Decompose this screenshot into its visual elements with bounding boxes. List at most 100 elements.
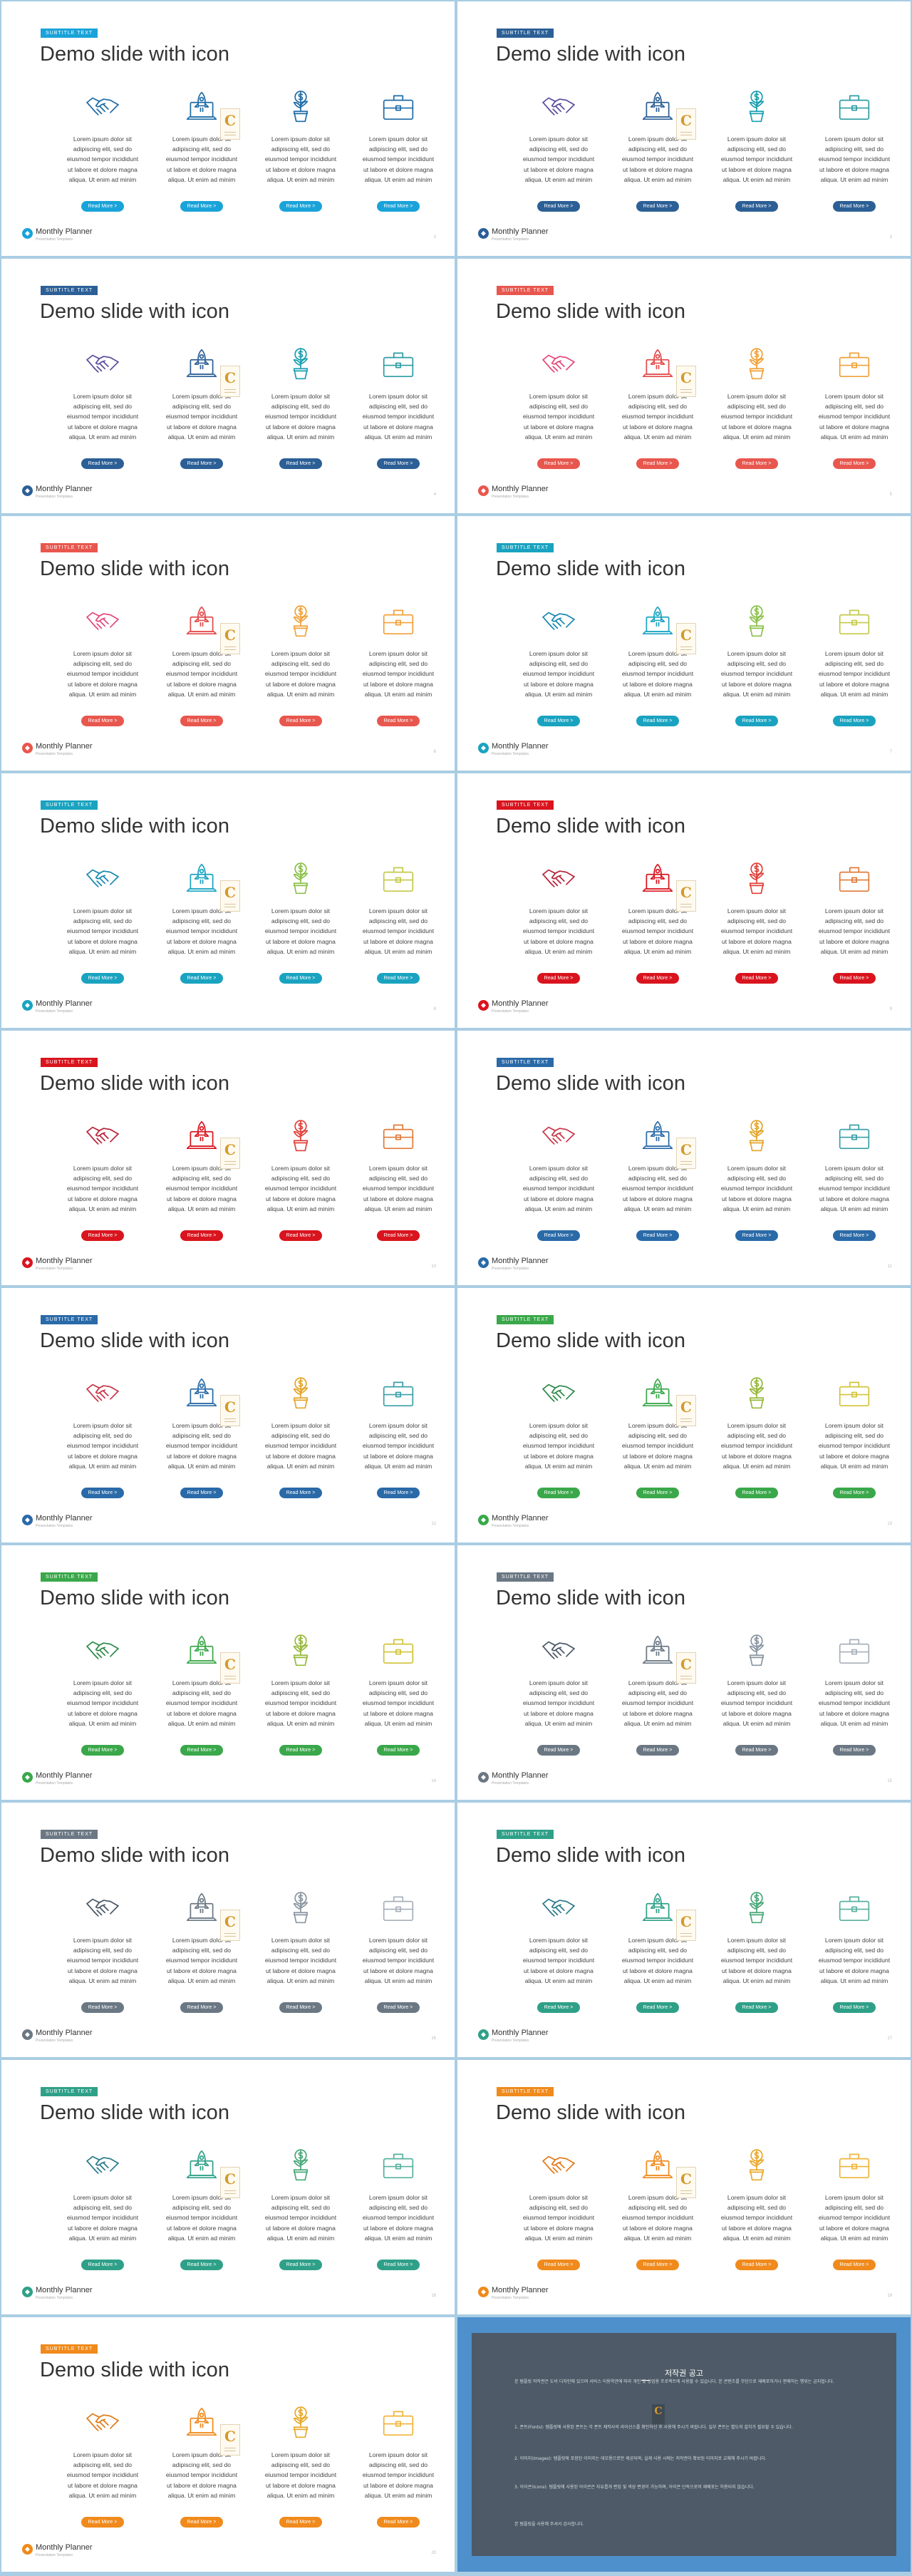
read-more-button[interactable]: Read More > — [833, 1488, 876, 1498]
read-more-button[interactable]: Read More > — [735, 973, 778, 984]
read-more-button[interactable]: Read More > — [636, 1488, 679, 1498]
read-more-button[interactable]: Read More > — [636, 716, 679, 726]
read-more-button[interactable]: Read More > — [537, 716, 580, 726]
read-more-button[interactable]: Read More > — [377, 2260, 420, 2270]
read-more-button[interactable]: Read More > — [81, 716, 124, 726]
read-more-button[interactable]: Read More > — [537, 2260, 580, 2270]
slide-title: Demo slide with icon — [40, 1844, 229, 1867]
read-more-button[interactable]: Read More > — [537, 973, 580, 984]
read-more-button[interactable]: Read More > — [81, 458, 124, 469]
briefcase-icon — [358, 2145, 438, 2185]
read-more-button[interactable]: Read More > — [636, 2260, 679, 2270]
read-more-button[interactable]: Read More > — [81, 1745, 124, 1756]
read-more-button[interactable]: Read More > — [180, 1488, 223, 1498]
read-more-button[interactable]: Read More > — [833, 201, 876, 212]
read-more-button[interactable]: Read More > — [180, 2517, 223, 2528]
read-more-button[interactable]: Read More > — [537, 1488, 580, 1498]
read-more-button[interactable]: Read More > — [279, 2002, 322, 2013]
read-more-button[interactable]: Read More > — [81, 1230, 124, 1241]
handshake-icon — [519, 1374, 598, 1413]
brand-tagline: Presentation Templates — [492, 2296, 529, 2300]
read-more-button[interactable]: Read More > — [636, 973, 679, 984]
slide-20: SUBTITLE TEXT Demo slide with icon Lorem i… — [1, 2317, 455, 2572]
read-more-button[interactable]: Read More > — [377, 1488, 420, 1498]
handshake-icon — [63, 1374, 142, 1413]
brand-tagline: Presentation Templates — [36, 2296, 73, 2300]
copyright-paragraph: 본 템플릿을 사용해 주셔서 감사합니다. — [514, 2522, 584, 2527]
read-more-button[interactable]: Read More > — [279, 201, 322, 212]
read-more-button[interactable]: Read More > — [279, 2260, 322, 2270]
read-more-button[interactable]: Read More > — [537, 458, 580, 469]
read-more-button[interactable]: Read More > — [636, 1745, 679, 1756]
read-more-button[interactable]: Read More > — [180, 2260, 223, 2270]
read-more-button[interactable]: Read More > — [735, 1230, 778, 1241]
read-more-button[interactable]: Read More > — [180, 201, 223, 212]
read-more-button[interactable]: Read More > — [377, 716, 420, 726]
read-more-button[interactable]: Read More > — [537, 1745, 580, 1756]
stamp-rule — [680, 1418, 692, 1419]
read-more-button[interactable]: Read More > — [279, 2517, 322, 2528]
read-more-button[interactable]: Read More > — [279, 973, 322, 984]
read-more-button[interactable]: Read More > — [279, 1745, 322, 1756]
read-more-button[interactable]: Read More > — [833, 716, 876, 726]
read-more-button[interactable]: Read More > — [377, 2517, 420, 2528]
laptop-rocket-icon — [618, 1374, 698, 1413]
read-more-button[interactable]: Read More > — [81, 201, 124, 212]
read-more-button[interactable]: Read More > — [377, 973, 420, 984]
stamp-rule — [680, 389, 692, 390]
read-more-button[interactable]: Read More > — [180, 458, 223, 469]
read-more-button[interactable]: Read More > — [537, 1230, 580, 1241]
feature-column: Lorem ipsum dolor sit adipiscing elit, s… — [717, 1374, 797, 1471]
read-more-button[interactable]: Read More > — [735, 1745, 778, 1756]
subtitle-badge: SUBTITLE TEXT — [41, 2087, 98, 2096]
read-more-button[interactable]: Read More > — [735, 716, 778, 726]
read-more-button[interactable]: Read More > — [636, 201, 679, 212]
read-more-button[interactable]: Read More > — [180, 1745, 223, 1756]
read-more-button[interactable]: Read More > — [377, 1230, 420, 1241]
read-more-button[interactable]: Read More > — [81, 2002, 124, 2013]
brand-tagline: Presentation Templates — [492, 1267, 529, 1271]
read-more-button[interactable]: Read More > — [636, 458, 679, 469]
read-more-button[interactable]: Read More > — [735, 458, 778, 469]
read-more-button[interactable]: Read More > — [735, 2260, 778, 2270]
read-more-button[interactable]: Read More > — [180, 1230, 223, 1241]
read-more-button[interactable]: Read More > — [735, 2002, 778, 2013]
read-more-button[interactable]: Read More > — [636, 2002, 679, 2013]
read-more-button[interactable]: Read More > — [833, 2002, 876, 2013]
feature-column: Lorem ipsum dolor sit adipiscing elit, s… — [358, 1888, 438, 1986]
feature-column: Lorem ipsum dolor sit adipiscing elit, s… — [358, 1116, 438, 1214]
read-more-button[interactable]: Read More > — [180, 973, 223, 984]
read-more-button[interactable]: Read More > — [833, 973, 876, 984]
read-more-button[interactable]: Read More > — [81, 2517, 124, 2528]
read-more-button[interactable]: Read More > — [180, 716, 223, 726]
read-more-button[interactable]: Read More > — [279, 716, 322, 726]
read-more-button[interactable]: Read More > — [537, 201, 580, 212]
read-more-button[interactable]: Read More > — [735, 201, 778, 212]
read-more-button[interactable]: Read More > — [833, 458, 876, 469]
read-more-button[interactable]: Read More > — [636, 1230, 679, 1241]
briefcase-icon — [358, 859, 438, 899]
read-more-button[interactable]: Read More > — [81, 1488, 124, 1498]
page-number: 3 — [889, 235, 892, 239]
feature-description: Lorem ipsum dolor sit adipiscing elit, s… — [522, 1422, 595, 1470]
stamp-logo: C — [220, 2167, 240, 2198]
feature-column: Lorem ipsum dolor sit adipiscing elit, s… — [63, 344, 142, 442]
read-more-button[interactable]: Read More > — [377, 201, 420, 212]
read-more-button[interactable]: Read More > — [377, 1745, 420, 1756]
read-more-button[interactable]: Read More > — [537, 2002, 580, 2013]
laptop-rocket-icon — [162, 602, 242, 642]
feature-description: Lorem ipsum dolor sit adipiscing elit, s… — [621, 1679, 694, 1727]
read-more-button[interactable]: Read More > — [833, 1745, 876, 1756]
read-more-button[interactable]: Read More > — [279, 1488, 322, 1498]
read-more-button[interactable]: Read More > — [735, 1488, 778, 1498]
read-more-button[interactable]: Read More > — [377, 458, 420, 469]
feature-description: Lorem ipsum dolor sit adipiscing elit, s… — [621, 2194, 694, 2242]
read-more-button[interactable]: Read More > — [833, 2260, 876, 2270]
read-more-button[interactable]: Read More > — [279, 458, 322, 469]
read-more-button[interactable]: Read More > — [180, 2002, 223, 2013]
read-more-button[interactable]: Read More > — [81, 2260, 124, 2270]
read-more-button[interactable]: Read More > — [279, 1230, 322, 1241]
read-more-button[interactable]: Read More > — [377, 2002, 420, 2013]
read-more-button[interactable]: Read More > — [833, 1230, 876, 1241]
read-more-button[interactable]: Read More > — [81, 973, 124, 984]
